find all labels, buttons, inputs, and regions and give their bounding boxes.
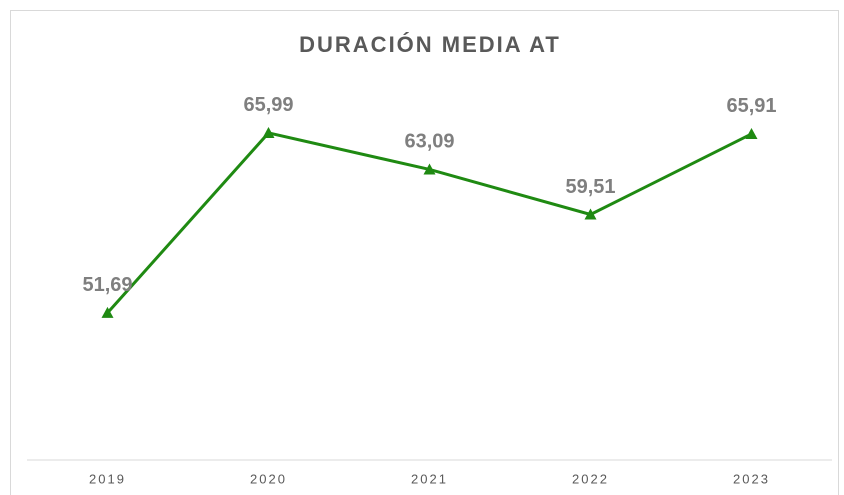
data-label: 65,99 xyxy=(243,94,293,116)
data-label: 63,09 xyxy=(404,131,454,153)
marker xyxy=(584,208,597,220)
marker xyxy=(745,127,758,139)
marker xyxy=(423,163,436,175)
data-label: 51,69 xyxy=(82,274,132,296)
x-tick-label: 2019 xyxy=(89,471,126,486)
x-tick-label: 2021 xyxy=(411,471,448,486)
marker xyxy=(262,126,275,138)
x-tick-label: 2020 xyxy=(250,471,287,486)
data-label: 59,51 xyxy=(565,176,615,198)
x-tick-label: 2023 xyxy=(733,471,770,486)
marker xyxy=(101,306,114,318)
chart-frame xyxy=(10,10,839,495)
data-label: 65,91 xyxy=(726,95,776,117)
chart-title: DURACIÓN MEDIA AT xyxy=(299,32,561,57)
x-tick-label: 2022 xyxy=(572,471,609,486)
